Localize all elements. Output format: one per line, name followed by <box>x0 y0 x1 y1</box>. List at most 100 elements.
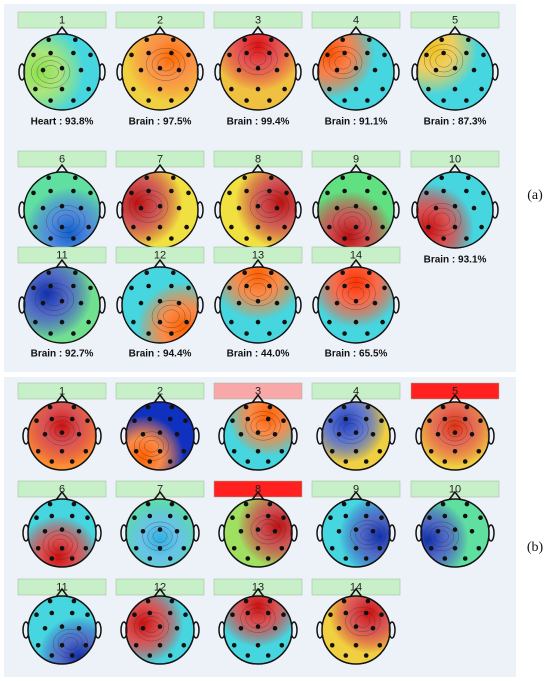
electrode <box>49 610 55 616</box>
electrode <box>279 546 285 551</box>
head-nose <box>251 163 265 174</box>
contour-line <box>142 521 178 552</box>
electrode <box>370 529 376 534</box>
component: 10 Brain : 93.1% <box>410 150 500 266</box>
electrode <box>481 190 486 196</box>
scalp-map <box>317 171 395 249</box>
contour-line <box>338 211 367 235</box>
component-header <box>115 480 205 498</box>
electrode <box>238 432 244 437</box>
electrode <box>343 459 349 464</box>
electrode <box>186 52 191 58</box>
electrode <box>88 52 93 58</box>
electrode <box>255 624 261 629</box>
component-number: 10 <box>449 483 461 495</box>
electrode <box>365 501 371 507</box>
electrode <box>47 501 53 507</box>
electrode <box>435 432 441 437</box>
electrode <box>132 515 137 520</box>
electrode <box>85 515 90 520</box>
contour-line <box>249 51 267 66</box>
electrode <box>73 37 78 42</box>
electrode <box>34 418 39 424</box>
component-header <box>311 246 401 264</box>
component-number: 6 <box>59 153 65 165</box>
electrode <box>69 459 75 464</box>
component: 8 <box>213 480 303 568</box>
electrode <box>325 52 330 58</box>
electrode <box>442 556 448 561</box>
head-nose <box>153 163 167 174</box>
head-nose <box>55 490 69 501</box>
electrode <box>334 67 340 73</box>
electrode <box>144 175 149 180</box>
electrode <box>227 285 232 291</box>
electrode <box>167 513 173 519</box>
head-nose <box>448 25 462 36</box>
electrode <box>76 432 82 437</box>
electrode <box>341 404 347 410</box>
contour-line <box>58 633 83 655</box>
contour-line <box>355 524 381 546</box>
electrode <box>48 236 53 241</box>
electrode <box>238 626 244 631</box>
contour-line <box>151 52 180 77</box>
electrode <box>269 175 274 180</box>
electrode <box>229 86 234 92</box>
electrode <box>78 67 84 73</box>
electrode <box>440 501 446 507</box>
scalp-map <box>23 266 101 344</box>
electrode <box>46 37 51 42</box>
electrode <box>340 270 346 276</box>
electrode <box>282 319 287 325</box>
electrode <box>48 188 53 194</box>
component-number: 1 <box>59 385 65 397</box>
contour-line <box>442 420 468 442</box>
electrode <box>167 610 173 616</box>
electrode <box>267 404 273 410</box>
electrode <box>71 98 76 103</box>
electrode <box>40 300 46 306</box>
electrode <box>85 418 90 424</box>
electrode <box>382 52 387 58</box>
electrode <box>255 298 261 304</box>
scalp-map <box>223 498 293 568</box>
component-header <box>311 480 401 498</box>
electrode <box>462 556 468 561</box>
electrode <box>131 224 136 230</box>
component: 11 Brain : 92.7% <box>17 246 107 360</box>
contour-line <box>238 273 278 307</box>
component: 3 <box>213 382 303 471</box>
component-classification: Brain : 87.3% <box>424 117 487 128</box>
electrode <box>231 449 237 454</box>
electrode <box>174 432 180 437</box>
electrode <box>365 404 371 410</box>
electrode <box>329 449 335 454</box>
electrode <box>255 449 261 454</box>
electrode <box>86 86 91 92</box>
electrode <box>245 459 251 464</box>
electrode <box>169 283 174 289</box>
electrode <box>464 404 470 410</box>
component: 5 Brain : 87.3% <box>410 11 500 128</box>
electrode <box>353 527 359 532</box>
electrode <box>343 416 349 422</box>
electrode <box>33 224 38 230</box>
electrode <box>157 224 163 230</box>
electrode <box>229 224 234 230</box>
electrode <box>157 527 163 532</box>
component: 9 <box>311 480 401 568</box>
electrode <box>169 188 174 194</box>
electrode <box>59 65 65 71</box>
electrode <box>341 501 347 507</box>
electrode <box>245 653 251 658</box>
electrode <box>169 501 175 507</box>
component: 4 <box>311 382 401 471</box>
electrode <box>157 430 163 435</box>
head-nose <box>448 163 462 174</box>
electrode <box>140 432 146 437</box>
electrode <box>329 643 335 648</box>
electrode <box>157 319 163 325</box>
contour-line <box>433 212 450 227</box>
electrode <box>428 546 434 551</box>
